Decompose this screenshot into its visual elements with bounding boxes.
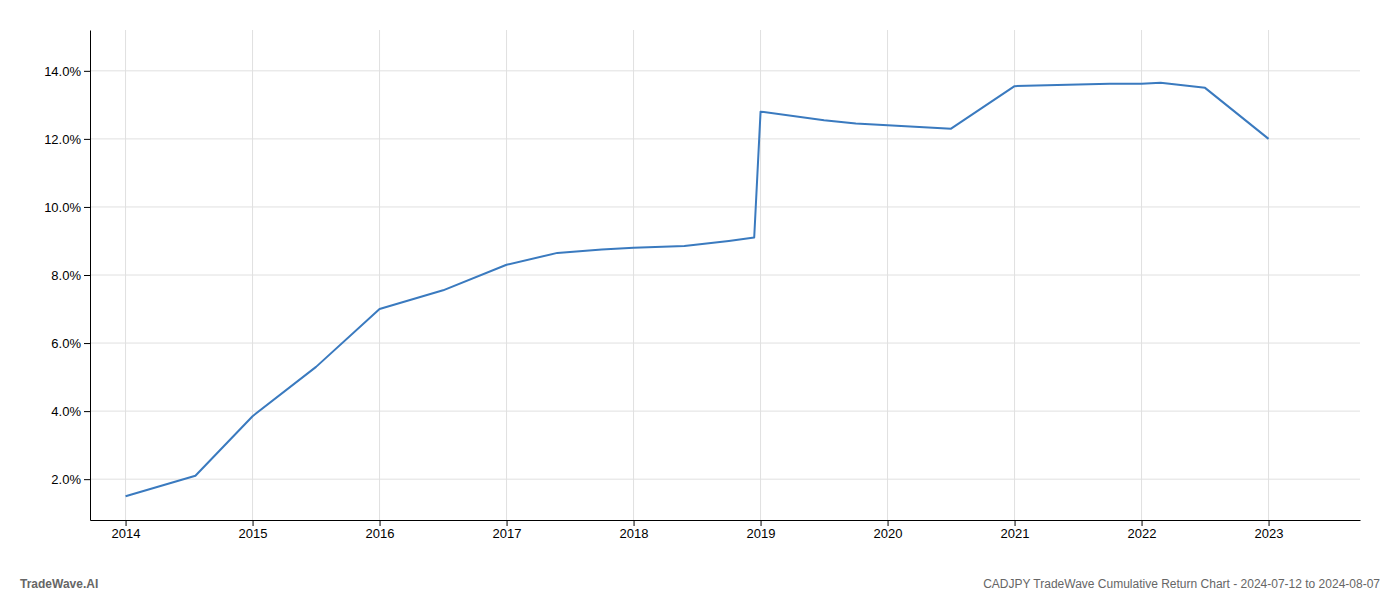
x-tick-label: 2014 (112, 526, 141, 541)
x-axis-line (91, 520, 1361, 521)
x-tick-mark (253, 520, 254, 526)
y-tick: 12.0% (44, 132, 90, 147)
chart: 2014 2015 2016 2017 2018 2019 2020 2021 2022 2023… (0, 0, 1400, 600)
y-tick: 2.0% (51, 472, 90, 487)
grid-line-x (633, 30, 634, 520)
y-tick: 14.0% (44, 63, 90, 78)
x-tick: 2022 (1128, 520, 1157, 541)
grid-line-x (760, 30, 761, 520)
y-tick-label: 14.0% (44, 63, 81, 78)
y-tick: 6.0% (51, 336, 90, 351)
y-tick-mark (84, 139, 90, 140)
x-tick-mark (380, 520, 381, 526)
y-tick-mark (84, 411, 90, 412)
y-tick-label: 10.0% (44, 200, 81, 215)
grid-line-y (90, 70, 1360, 71)
grid-line-y (90, 479, 1360, 480)
grid-line-x (887, 30, 888, 520)
x-tick-mark (1015, 520, 1016, 526)
y-tick-label: 12.0% (44, 132, 81, 147)
x-tick: 2016 (366, 520, 395, 541)
grid-line-y (90, 411, 1360, 412)
grid-line-x (506, 30, 507, 520)
y-tick-label: 2.0% (51, 472, 81, 487)
grid-line-y (90, 138, 1360, 139)
x-tick-label: 2020 (874, 526, 903, 541)
x-axis: 2014 2015 2016 2017 2018 2019 2020 2021 2022 2023 (91, 520, 1361, 541)
y-tick-mark (84, 275, 90, 276)
y-tick-mark (84, 71, 90, 72)
x-tick-mark (1269, 520, 1270, 526)
x-tick: 2017 (493, 520, 522, 541)
x-tick-mark (126, 520, 127, 526)
x-tick-label: 2021 (1001, 526, 1030, 541)
grid-line-y (90, 343, 1360, 344)
x-tick: 2014 (112, 520, 141, 541)
y-tick-mark (84, 343, 90, 344)
marks (126, 83, 1269, 496)
x-tick-label: 2016 (366, 526, 395, 541)
grid-line-y (90, 275, 1360, 276)
x-tick: 2023 (1255, 520, 1284, 541)
x-tick-mark (507, 520, 508, 526)
y-axis-line (90, 31, 91, 521)
x-tick: 2018 (620, 520, 649, 541)
x-tick-label: 2023 (1255, 526, 1284, 541)
y-tick-mark (84, 479, 90, 480)
y-tick: 4.0% (51, 404, 90, 419)
y-axis: 2.0% 4.0% 6.0% 8.0% 10.0% 12.0% 14.0% (44, 31, 90, 521)
footer-text: CADJPY TradeWave Cumulative Return Chart… (983, 577, 1380, 591)
grid-line-x (379, 30, 380, 520)
x-tick-label: 2019 (747, 526, 776, 541)
y-tick-mark (84, 207, 90, 208)
grid-line-x (1268, 30, 1269, 520)
y-tick-label: 8.0% (51, 268, 81, 283)
x-tick: 2020 (874, 520, 903, 541)
x-tick: 2015 (239, 520, 268, 541)
grid-line-y (90, 206, 1360, 207)
grid (90, 30, 1360, 520)
x-tick: 2019 (747, 520, 776, 541)
y-tick-label: 4.0% (51, 404, 81, 419)
x-tick: 2021 (1001, 520, 1030, 541)
footer-text: TradeWave.AI (20, 577, 98, 591)
line (126, 83, 1269, 496)
x-tick-label: 2015 (239, 526, 268, 541)
x-tick-mark (634, 520, 635, 526)
y-tick-label: 6.0% (51, 336, 81, 351)
grid-line-x (252, 30, 253, 520)
y-tick: 10.0% (44, 200, 90, 215)
x-tick-label: 2018 (620, 526, 649, 541)
x-tick-label: 2017 (493, 526, 522, 541)
y-tick: 8.0% (51, 268, 90, 283)
grid-line-x (1141, 30, 1142, 520)
x-tick-mark (888, 520, 889, 526)
grid-line-x (125, 30, 126, 520)
plot: 2014 2015 2016 2017 2018 2019 2020 2021 2022 2023… (44, 30, 1360, 541)
x-tick-label: 2022 (1128, 526, 1157, 541)
x-tick-mark (1142, 520, 1143, 526)
x-tick-mark (761, 520, 762, 526)
grid-line-x (1014, 30, 1015, 520)
